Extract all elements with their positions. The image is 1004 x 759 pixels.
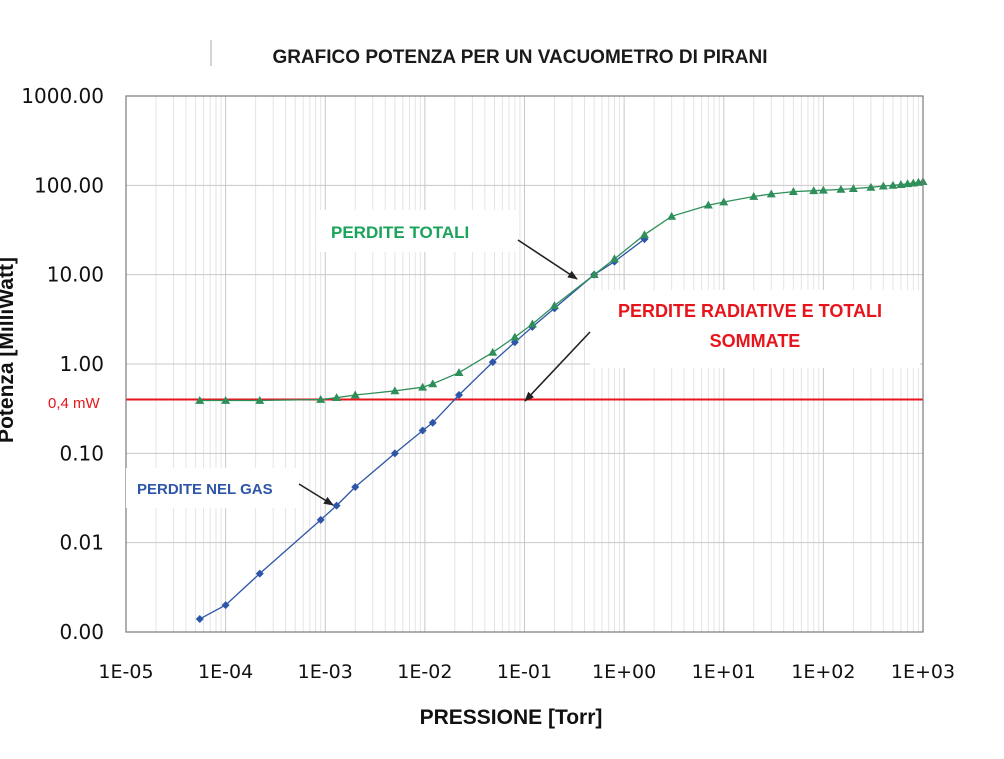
y-tick-label: 0.10 xyxy=(59,441,104,465)
data-point-perdite-nel-gas xyxy=(351,482,360,491)
annotation-radiative-box xyxy=(590,290,920,368)
data-point-perdite-totali xyxy=(836,184,846,193)
annotation-total-arrow xyxy=(517,239,578,280)
y-tick-label: 0.01 xyxy=(59,531,104,555)
data-point-perdite-nel-gas xyxy=(428,418,437,427)
data-point-perdite-totali xyxy=(749,191,759,200)
data-point-perdite-nel-gas xyxy=(390,449,399,458)
data-point-perdite-totali xyxy=(510,332,520,341)
y-tick-label: 0.00 xyxy=(59,620,104,644)
x-tick-label: 1E+01 xyxy=(692,661,756,683)
y-tick-label: 10.00 xyxy=(47,263,104,287)
annotation-total: PERDITE TOTALI xyxy=(316,210,578,280)
y-axis-label: Potenza [MilliWatt] xyxy=(0,257,18,443)
data-point-perdite-totali xyxy=(255,396,265,404)
reference-line-label: 0,4 mW xyxy=(48,395,101,412)
data-point-perdite-totali xyxy=(589,270,599,279)
data-point-perdite-totali xyxy=(454,368,464,377)
annotation-radiative-text-1: PERDITE RADIATIVE E TOTALI xyxy=(618,301,882,321)
x-tick-label: 1E-04 xyxy=(198,661,253,683)
data-point-perdite-nel-gas xyxy=(488,358,497,367)
data-point-perdite-totali xyxy=(703,200,713,209)
plot-border xyxy=(125,95,924,633)
data-point-perdite-totali xyxy=(332,393,342,402)
x-tick-label: 1E+03 xyxy=(891,661,955,683)
annotation-radiative: PERDITE RADIATIVE E TOTALI SOMMATE xyxy=(524,290,920,402)
annotation-total-box xyxy=(316,210,516,252)
data-point-perdite-totali xyxy=(896,180,906,188)
data-point-perdite-totali xyxy=(788,187,798,196)
annotation-radiative-arrow xyxy=(524,331,591,402)
data-point-perdite-totali xyxy=(866,182,876,191)
data-point-perdite-totali xyxy=(766,189,776,198)
chart-title: GRAFICO POTENZA PER UN VACUOMETRO DI PIR… xyxy=(272,47,767,68)
data-point-perdite-nel-gas xyxy=(454,390,463,399)
x-tick-label: 1E+02 xyxy=(791,661,855,683)
data-point-perdite-totali xyxy=(818,185,828,194)
data-point-perdite-nel-gas xyxy=(221,601,230,610)
data-point-perdite-totali xyxy=(350,390,360,399)
x-tick-label: 1E+00 xyxy=(592,661,656,683)
data-point-perdite-totali xyxy=(609,254,619,263)
annotation-gas-arrow xyxy=(298,483,334,506)
data-point-perdite-totali xyxy=(221,396,231,404)
series-group xyxy=(195,177,928,623)
data-point-perdite-totali xyxy=(488,347,498,356)
data-point-perdite-totali xyxy=(878,181,888,190)
data-point-perdite-totali xyxy=(848,184,858,192)
data-point-perdite-totali xyxy=(195,396,205,404)
data-point-perdite-nel-gas xyxy=(255,569,264,578)
data-point-perdite-totali xyxy=(390,386,400,395)
data-point-perdite-totali xyxy=(428,379,438,388)
x-tick-label: 1E-02 xyxy=(397,661,452,683)
annotation-total-text: PERDITE TOTALI xyxy=(331,223,469,242)
data-point-perdite-totali xyxy=(667,211,677,220)
y-tick-label: 100.00 xyxy=(34,173,104,197)
annotation-gas-text: PERDITE NEL GAS xyxy=(137,481,273,498)
x-axis-label: PRESSIONE [Torr] xyxy=(420,706,603,729)
x-tick-label: 1E-01 xyxy=(497,661,552,683)
annotation-gas: PERDITE NEL GAS xyxy=(126,468,334,508)
data-point-perdite-totali xyxy=(888,180,898,189)
y-tick-labels: 0.00 0.01 0.10 1.00 10.00 100.00 1000.00 xyxy=(21,84,104,644)
data-point-perdite-nel-gas xyxy=(418,426,427,435)
data-point-perdite-nel-gas xyxy=(332,501,341,510)
data-point-perdite-totali xyxy=(316,395,326,403)
data-point-perdite-totali xyxy=(719,197,729,206)
plot-frame xyxy=(125,95,924,633)
data-point-perdite-totali xyxy=(418,382,428,391)
x-tick-labels: 1E-05 1E-04 1E-03 1E-02 1E-01 1E+00 1E+01 1E+02… xyxy=(98,661,955,683)
y-tick-label: 1.00 xyxy=(59,352,104,376)
data-point-perdite-nel-gas xyxy=(316,515,325,524)
data-point-perdite-totali xyxy=(809,186,819,195)
y-tick-label: 1000.00 xyxy=(21,84,104,108)
data-point-perdite-totali xyxy=(527,319,537,328)
x-tick-label: 1E-05 xyxy=(98,661,153,683)
x-tick-label: 1E-03 xyxy=(298,661,353,683)
annotation-radiative-text-2: SOMMATE xyxy=(710,331,801,351)
data-point-perdite-totali xyxy=(639,230,649,239)
data-point-perdite-totali xyxy=(549,301,559,310)
annotation-gas-box xyxy=(126,468,298,508)
data-point-perdite-nel-gas xyxy=(195,614,204,623)
